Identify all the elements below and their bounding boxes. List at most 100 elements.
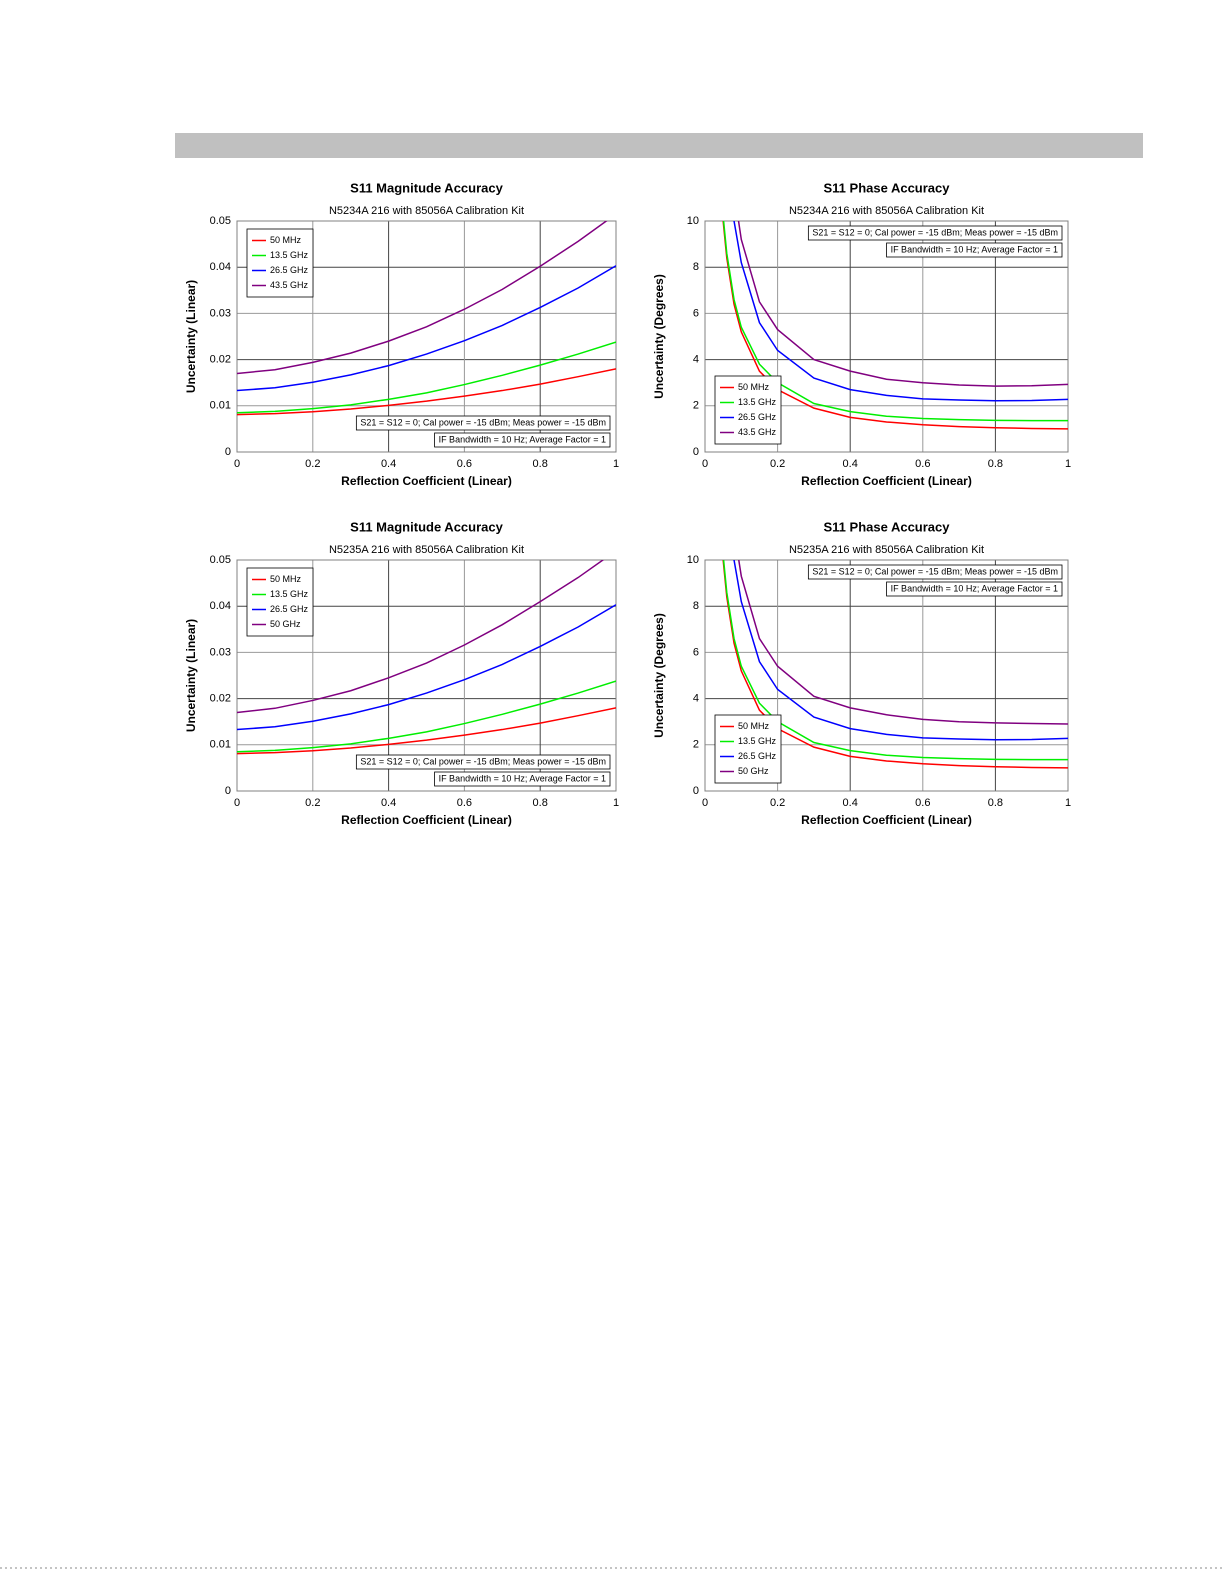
- x-tick-label: 1: [1065, 797, 1071, 809]
- x-tick-label: 1: [1065, 458, 1071, 470]
- legend-label: 50 GHz: [738, 766, 769, 776]
- annotation-box: [355, 415, 611, 431]
- chart-subtitle: N5235A 216 with 85056A Calibration Kit: [329, 544, 524, 556]
- legend-label: 43.5 GHz: [738, 427, 777, 437]
- y-tick-label: 10: [687, 554, 699, 566]
- x-axis-label: Reflection Coefficient (Linear): [801, 813, 972, 827]
- series-line: [237, 680, 616, 753]
- series-line: [733, 560, 1068, 741]
- plot-frame: [704, 220, 1069, 453]
- legend-label: 13.5 GHz: [738, 736, 777, 746]
- chart-title: S11 Phase Accuracy: [824, 180, 951, 195]
- y-tick-label: 0: [693, 446, 699, 458]
- series-line: [733, 221, 1068, 402]
- series-line: [237, 707, 616, 755]
- header-bar: [175, 133, 1143, 158]
- annotation: S21 = S12 = 0; Cal power = -15 dBm; Meas…: [360, 756, 606, 766]
- plot-frame: [236, 220, 617, 453]
- x-tick-label: 1: [613, 797, 619, 809]
- y-tick-label: 8: [693, 261, 699, 273]
- annotation: S21 = S12 = 0; Cal power = -15 dBm; Meas…: [360, 417, 606, 427]
- x-tick-label: 0: [702, 458, 708, 470]
- annotation: IF Bandwidth = 10 Hz; Average Factor = 1: [439, 773, 606, 783]
- x-tick-label: 0.6: [915, 458, 930, 470]
- y-tick-label: 8: [693, 600, 699, 612]
- x-tick-label: 0: [702, 797, 708, 809]
- x-tick-label: 0.6: [457, 797, 472, 809]
- legend-label: 50 MHz: [738, 721, 770, 731]
- y-axis-label: Uncertainty (Linear): [184, 619, 198, 732]
- legend-label: 26.5 GHz: [270, 604, 309, 614]
- series-line: [722, 221, 1068, 422]
- y-tick-label: 0.04: [210, 600, 231, 612]
- series-line: [237, 368, 616, 416]
- y-tick-label: 4: [693, 354, 699, 366]
- x-tick-label: 0: [234, 458, 240, 470]
- series-line: [722, 221, 1068, 430]
- x-tick-label: 0.4: [381, 797, 396, 809]
- annotation-box: [355, 754, 611, 770]
- legend-label: 50 GHz: [270, 619, 301, 629]
- annotation-box: [886, 581, 1063, 597]
- x-tick-label: 0.2: [305, 458, 320, 470]
- y-tick-label: 0: [225, 446, 231, 458]
- annotation-box: [807, 225, 1063, 241]
- series-line: [722, 560, 1068, 769]
- y-axis-label: Uncertainty (Degrees): [652, 274, 666, 399]
- x-tick-label: 0.8: [533, 458, 548, 470]
- series-line: [737, 221, 1068, 387]
- series-line: [237, 341, 616, 414]
- y-tick-label: 0: [693, 785, 699, 797]
- y-tick-label: 0.04: [210, 261, 231, 273]
- chart-title: S11 Magnitude Accuracy: [350, 180, 503, 195]
- y-axis-label: Uncertainty (Degrees): [652, 613, 666, 738]
- x-axis-label: Reflection Coefficient (Linear): [341, 813, 512, 827]
- y-tick-label: 0.02: [210, 693, 231, 705]
- x-axis-label: Reflection Coefficient (Linear): [801, 474, 972, 488]
- annotation: S21 = S12 = 0; Cal power = -15 dBm; Meas…: [812, 227, 1058, 237]
- legend-label: 43.5 GHz: [270, 280, 309, 290]
- series-line: [722, 560, 1068, 761]
- x-tick-label: 0.2: [770, 458, 785, 470]
- x-tick-label: 0.4: [381, 458, 396, 470]
- annotation-box: [886, 242, 1063, 258]
- series-line: [737, 560, 1068, 725]
- legend-label: 26.5 GHz: [270, 265, 309, 275]
- legend-label: 13.5 GHz: [270, 250, 309, 260]
- x-tick-label: 0.2: [770, 797, 785, 809]
- legend-label: 13.5 GHz: [270, 589, 309, 599]
- y-tick-label: 10: [687, 215, 699, 227]
- x-tick-label: 0.6: [915, 797, 930, 809]
- chart-subtitle: N5234A 216 with 85056A Calibration Kit: [789, 205, 984, 217]
- x-tick-label: 1: [613, 458, 619, 470]
- legend-label: 50 MHz: [270, 235, 302, 245]
- chart-title: S11 Magnitude Accuracy: [350, 519, 503, 534]
- y-tick-label: 2: [693, 400, 699, 412]
- legend-label: 50 MHz: [738, 382, 770, 392]
- plot-frame: [704, 559, 1069, 792]
- y-tick-label: 0.05: [210, 554, 231, 566]
- x-tick-label: 0.8: [533, 797, 548, 809]
- y-tick-label: 6: [693, 646, 699, 658]
- y-tick-label: 0.01: [210, 400, 231, 412]
- legend-label: 26.5 GHz: [738, 751, 777, 761]
- x-tick-label: 0.8: [988, 458, 1003, 470]
- legend-label: 13.5 GHz: [738, 397, 777, 407]
- y-tick-label: 0.03: [210, 307, 231, 319]
- legend-label: 50 MHz: [270, 574, 302, 584]
- x-tick-label: 0: [234, 797, 240, 809]
- chart-subtitle: N5234A 216 with 85056A Calibration Kit: [329, 205, 524, 217]
- y-tick-label: 4: [693, 693, 699, 705]
- chart-title: S11 Phase Accuracy: [824, 519, 951, 534]
- x-tick-label: 0.2: [305, 797, 320, 809]
- x-tick-label: 0.8: [988, 797, 1003, 809]
- x-axis-label: Reflection Coefficient (Linear): [341, 474, 512, 488]
- annotation-box: [434, 432, 611, 448]
- annotation: IF Bandwidth = 10 Hz; Average Factor = 1: [891, 583, 1058, 593]
- y-tick-label: 0: [225, 785, 231, 797]
- x-tick-label: 0.6: [457, 458, 472, 470]
- y-axis-label: Uncertainty (Linear): [184, 280, 198, 393]
- annotation-box: [434, 771, 611, 787]
- x-tick-label: 0.4: [843, 458, 858, 470]
